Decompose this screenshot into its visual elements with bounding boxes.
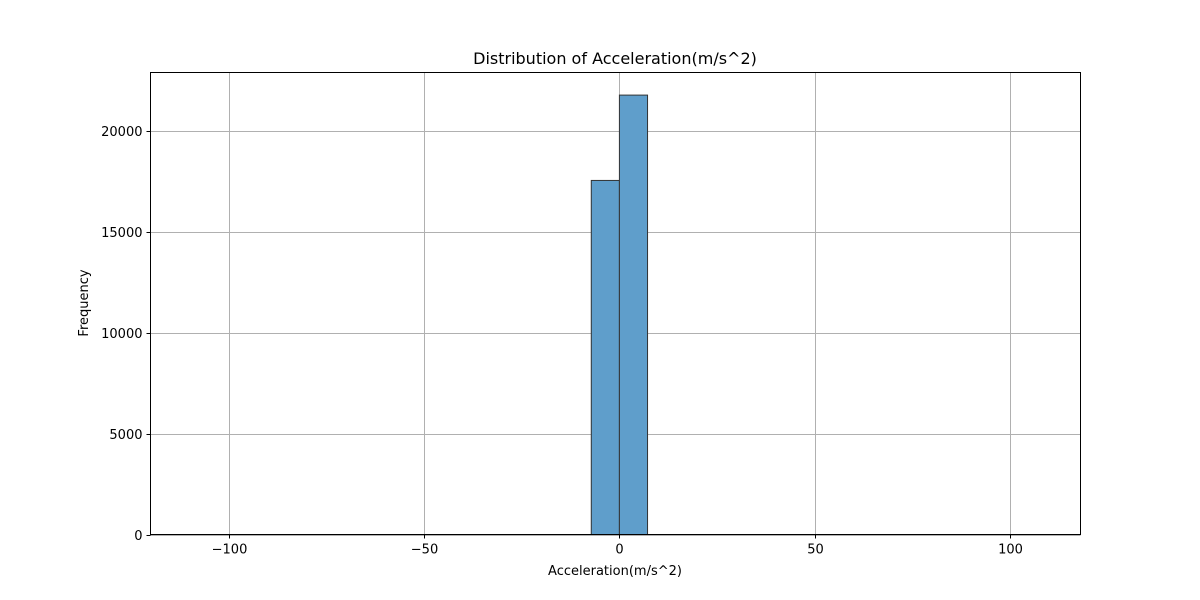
x-tick-label: 100	[998, 543, 1023, 558]
plot-frame	[150, 72, 1081, 535]
histogram-bars	[590, 94, 649, 535]
histogram-bar	[618, 94, 649, 535]
histogram-bar	[590, 179, 620, 535]
y-axis-label: Frequency	[77, 269, 92, 336]
y-tick-label: 20000	[101, 125, 142, 140]
x-tick-label: 50	[807, 543, 824, 558]
x-axis-ticks: −100 −50 0 50 100	[212, 534, 1023, 558]
x-tick-label: 0	[615, 543, 623, 558]
y-axis-ticks: 0 5000 10000 15000 20000	[101, 125, 151, 544]
x-axis-label: Acceleration(m/s^2)	[548, 564, 682, 579]
y-tick-label: 0	[134, 529, 142, 544]
y-tick-label: 15000	[101, 226, 142, 241]
x-tick-label: −50	[411, 543, 438, 558]
y-tick-label: 10000	[101, 327, 142, 342]
x-tick-label: −100	[212, 543, 248, 558]
y-tick-label: 5000	[109, 428, 142, 443]
chart-title: Distribution of Acceleration(m/s^2)	[473, 49, 757, 68]
